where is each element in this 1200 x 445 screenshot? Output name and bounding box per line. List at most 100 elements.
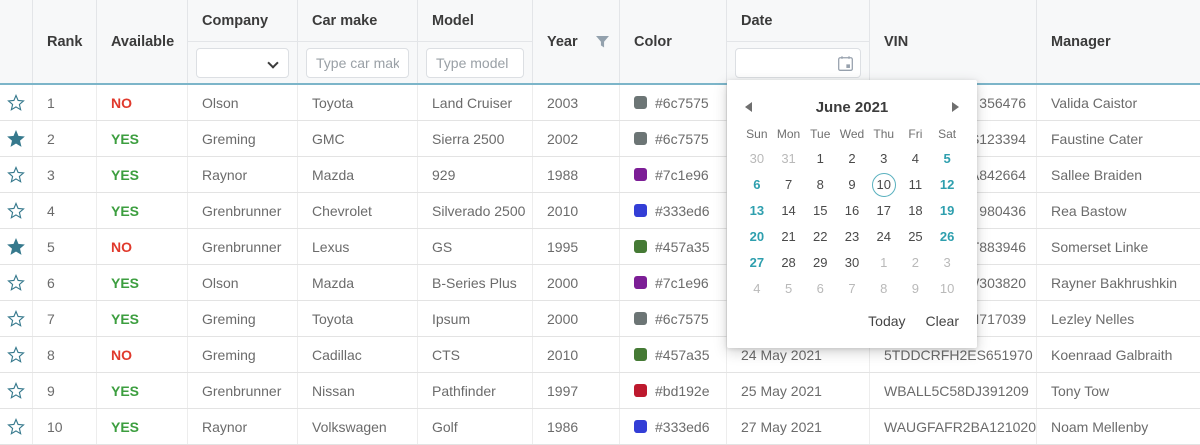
calendar-day[interactable]: 9 xyxy=(848,177,856,192)
calendar-cell: 3 xyxy=(868,146,900,172)
company-filter-select[interactable] xyxy=(196,47,289,78)
favorite-toggle[interactable] xyxy=(0,337,33,372)
calendar-today-button[interactable]: Today xyxy=(868,313,906,329)
calendar-day[interactable]: 24 xyxy=(876,229,891,244)
model-filter-input[interactable] xyxy=(426,47,524,78)
calendar-cell: 11 xyxy=(900,172,932,198)
calendar-day[interactable]: 1 xyxy=(816,151,824,166)
favorite-toggle[interactable] xyxy=(0,373,33,408)
calendar-week-row: 20 21 22 23 24 25 26 xyxy=(727,224,977,250)
column-label-wrap[interactable]: Model xyxy=(418,0,532,42)
color-swatch xyxy=(634,204,647,217)
calendar-day[interactable]: 22 xyxy=(813,229,828,244)
calendar-day[interactable]: 26 xyxy=(939,229,955,244)
cell-rank: 7 xyxy=(33,301,97,336)
calendar-day[interactable]: 18 xyxy=(908,203,923,218)
column-label-date: Date xyxy=(741,12,773,29)
date-filter-input[interactable] xyxy=(735,47,861,78)
calendar-day[interactable]: 19 xyxy=(939,203,955,218)
calendar-day[interactable]: 1 xyxy=(880,255,888,270)
calendar-day-headers: Sun Mon Tue Wed Thu Fri Sat xyxy=(727,122,977,146)
calendar-clear-button[interactable]: Clear xyxy=(925,313,959,329)
calendar-day[interactable]: 16 xyxy=(844,203,860,218)
calendar-day[interactable]: 30 xyxy=(844,255,860,270)
calendar-day[interactable]: 14 xyxy=(781,203,796,218)
calendar-day[interactable]: 17 xyxy=(876,203,891,218)
calendar-day[interactable]: 8 xyxy=(880,281,888,296)
calendar-day[interactable]: 30 xyxy=(749,151,765,166)
calendar-day[interactable]: 5 xyxy=(943,151,951,166)
calendar-cell: 20 xyxy=(741,224,773,250)
column-header-vin[interactable]: VIN xyxy=(870,0,1037,83)
calendar-day[interactable]: 29 xyxy=(813,255,828,270)
availability-badge: YES xyxy=(111,166,140,183)
favorite-toggle[interactable] xyxy=(0,193,33,228)
availability-badge: YES xyxy=(111,382,140,399)
cell-available: NO xyxy=(97,229,188,264)
calendar-dow-label: Sun xyxy=(746,127,768,141)
calendar-day[interactable]: 21 xyxy=(781,229,796,244)
column-header-model: Model xyxy=(418,0,533,83)
calendar-prev-month-icon[interactable] xyxy=(745,102,752,112)
calendar-cell: 12 xyxy=(931,172,963,198)
calendar-day[interactable]: 3 xyxy=(943,255,951,270)
column-header-manager[interactable]: Manager xyxy=(1037,0,1200,83)
cell-available: YES xyxy=(97,409,188,444)
favorite-toggle[interactable] xyxy=(0,301,33,336)
calendar-title[interactable]: June 2021 xyxy=(815,98,889,116)
calendar-day[interactable]: 31 xyxy=(781,151,796,166)
column-header-color[interactable]: Color xyxy=(620,0,727,83)
calendar-day[interactable]: 15 xyxy=(813,203,828,218)
favorite-toggle[interactable] xyxy=(0,265,33,300)
calendar-next-month-icon[interactable] xyxy=(951,102,959,112)
calendar-day[interactable]: 20 xyxy=(749,229,765,244)
calendar-day[interactable]: 28 xyxy=(781,255,796,270)
calendar-day[interactable]: 8 xyxy=(816,177,824,192)
calendar-day[interactable]: 25 xyxy=(908,229,923,244)
calendar-day[interactable]: 3 xyxy=(880,151,888,166)
calendar-day[interactable]: 23 xyxy=(844,229,860,244)
cell-manager: Koenraad Galbraith xyxy=(1051,346,1173,363)
column-label-wrap[interactable]: Company xyxy=(188,0,297,42)
calendar-cell: 8 xyxy=(868,276,900,302)
calendar-dow-label: Tue xyxy=(810,127,831,141)
calendar-day[interactable]: 4 xyxy=(753,281,761,296)
calendar-cell: 14 xyxy=(773,198,805,224)
calendar-day[interactable]: 10 xyxy=(939,281,955,296)
calendar-day[interactable]: 9 xyxy=(911,281,920,296)
calendar-cell: 8 xyxy=(804,172,836,198)
column-label-rank: Rank xyxy=(47,33,83,50)
filter-funnel-icon[interactable] xyxy=(596,35,609,48)
calendar-day[interactable]: 6 xyxy=(816,281,824,296)
calendar-day[interactable]: 2 xyxy=(848,151,856,166)
calendar-day[interactable]: 27 xyxy=(749,255,765,270)
calendar-day[interactable]: 7 xyxy=(848,281,856,296)
calendar-cell: 16 xyxy=(836,198,868,224)
calendar-day[interactable]: 12 xyxy=(939,177,955,192)
calendar-day[interactable]: 6 xyxy=(753,177,761,192)
favorite-toggle[interactable] xyxy=(0,229,33,264)
column-header-year[interactable]: Year xyxy=(533,0,620,83)
calendar-day[interactable]: 2 xyxy=(911,255,920,270)
column-label-wrap[interactable]: Date xyxy=(727,0,869,42)
column-header-available[interactable]: Available xyxy=(97,0,188,83)
car-make-filter-input[interactable] xyxy=(306,47,409,78)
calendar-cell: 6 xyxy=(804,276,836,302)
calendar-day[interactable]: 7 xyxy=(784,177,793,192)
cell-rank: 8 xyxy=(33,337,97,372)
calendar-day[interactable]: 11 xyxy=(908,177,923,192)
calendar-icon[interactable] xyxy=(837,55,854,75)
favorite-toggle[interactable] xyxy=(0,157,33,192)
calendar-day[interactable]: 13 xyxy=(749,203,765,218)
column-label-wrap[interactable]: Car make xyxy=(298,0,417,42)
favorite-toggle[interactable] xyxy=(0,85,33,120)
cell-year: 2003 xyxy=(533,85,620,120)
calendar-week-row: 6 7 8 9 10 11 12 xyxy=(727,172,977,198)
column-header-rank[interactable]: Rank xyxy=(33,0,97,83)
favorite-toggle[interactable] xyxy=(0,409,33,444)
cell-company: Greming xyxy=(188,301,298,336)
calendar-day-selected[interactable]: 10 xyxy=(871,173,896,197)
calendar-day[interactable]: 5 xyxy=(784,281,793,296)
favorite-toggle[interactable] xyxy=(0,121,33,156)
calendar-day[interactable]: 4 xyxy=(911,151,920,166)
